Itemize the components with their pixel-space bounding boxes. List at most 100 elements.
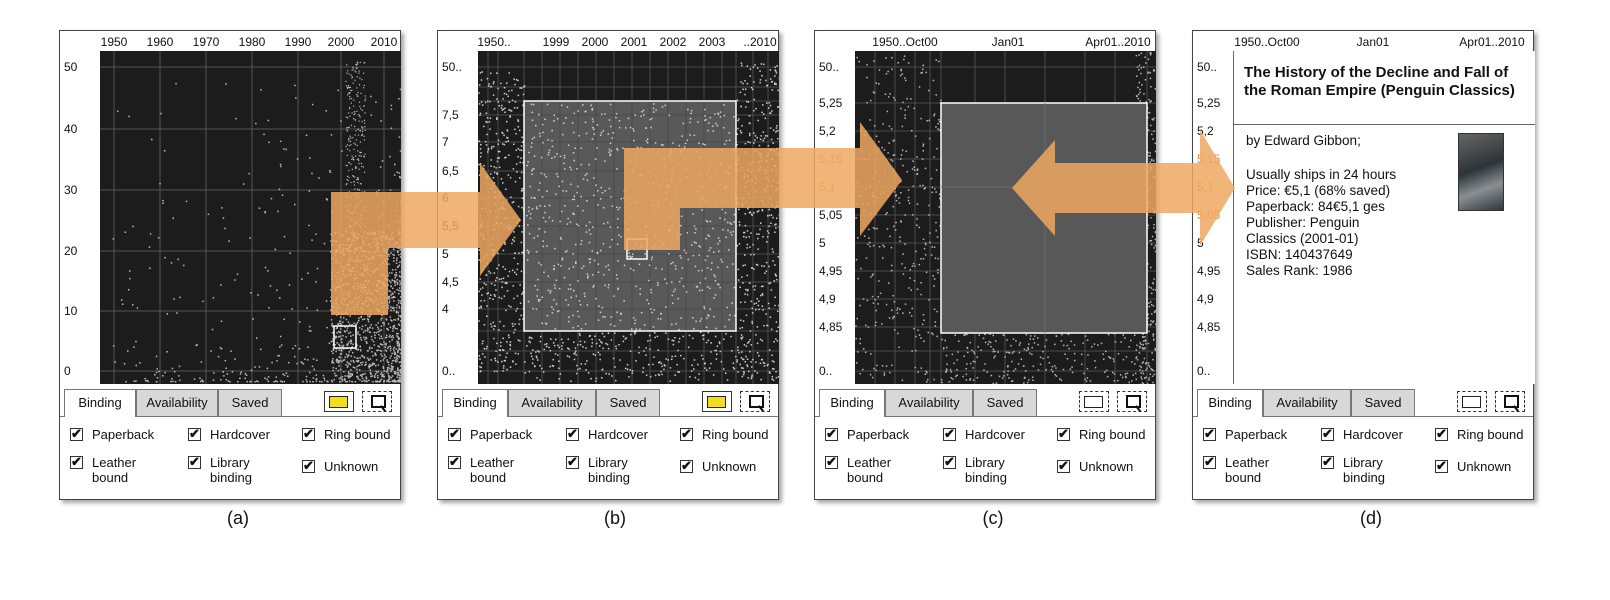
data-point	[382, 359, 384, 361]
data-point	[384, 343, 386, 345]
data-point	[1141, 378, 1143, 380]
data-point	[339, 353, 342, 355]
x-tick: Apr01..2010	[1085, 35, 1151, 49]
data-point	[671, 294, 673, 297]
data-point	[718, 342, 721, 345]
data-point	[627, 255, 630, 258]
data-point	[705, 237, 707, 240]
data-point	[680, 354, 682, 357]
tab-availability[interactable]: Availability	[1263, 389, 1351, 416]
book-cover-image[interactable]	[1458, 133, 1504, 211]
zoom-tool[interactable]	[1117, 391, 1147, 412]
tab-binding[interactable]: Binding	[64, 389, 136, 417]
scatterplot[interactable]	[478, 51, 779, 384]
scatterplot[interactable]	[855, 51, 1156, 384]
data-point	[551, 219, 554, 222]
zoom-tool[interactable]	[740, 391, 770, 412]
data-point	[348, 85, 350, 87]
data-point	[534, 285, 536, 287]
rectangle-select-tool[interactable]	[324, 391, 354, 412]
rectangle-select-tool[interactable]	[1457, 391, 1487, 412]
data-point	[363, 72, 365, 74]
data-point	[481, 294, 483, 296]
tab-binding[interactable]: Binding	[442, 389, 508, 417]
tab-saved[interactable]: Saved	[596, 389, 660, 416]
scatterplot[interactable]	[100, 51, 401, 384]
tab-availability[interactable]: Availability	[136, 389, 218, 416]
data-point	[777, 89, 779, 92]
data-point	[1145, 101, 1147, 103]
data-point	[725, 140, 728, 142]
data-point	[322, 374, 325, 377]
data-point	[518, 323, 520, 325]
data-point	[364, 126, 366, 128]
data-point	[582, 346, 584, 348]
tab-saved[interactable]: Saved	[973, 389, 1037, 416]
data-point	[769, 282, 772, 284]
data-point	[392, 359, 394, 362]
data-point	[977, 346, 979, 348]
data-point	[859, 338, 861, 340]
data-point	[770, 185, 772, 187]
tab-saved[interactable]: Saved	[1351, 389, 1415, 416]
data-point	[506, 129, 509, 131]
data-point	[352, 286, 354, 288]
data-point	[502, 367, 505, 369]
data-point	[495, 350, 497, 352]
tab-binding[interactable]: Binding	[819, 389, 885, 417]
data-point	[860, 150, 862, 152]
data-point	[133, 380, 136, 382]
data-point	[311, 365, 314, 368]
zoom-tool[interactable]	[1495, 391, 1525, 412]
data-point	[1148, 377, 1150, 379]
data-point	[980, 349, 982, 351]
data-point	[1154, 175, 1156, 177]
data-point	[946, 363, 948, 365]
y-tick: 50..	[1197, 60, 1218, 74]
data-point	[906, 97, 908, 100]
data-point	[332, 358, 334, 360]
data-point	[705, 341, 708, 344]
data-point	[374, 380, 377, 382]
tab-saved[interactable]: Saved	[218, 389, 282, 416]
data-point	[1018, 351, 1021, 354]
zoom-tool[interactable]	[362, 391, 392, 412]
data-point	[518, 252, 520, 254]
data-point	[356, 303, 358, 306]
data-point	[547, 139, 549, 141]
data-point	[393, 379, 395, 381]
data-point	[490, 325, 493, 328]
data-point	[361, 273, 363, 275]
data-point	[609, 154, 611, 157]
data-point	[766, 186, 769, 188]
data-point	[316, 359, 318, 361]
tab-availability[interactable]: Availability	[508, 389, 596, 416]
rectangle-select-tool[interactable]	[1079, 391, 1109, 412]
data-point	[1131, 361, 1133, 363]
data-point	[395, 262, 398, 264]
data-point	[994, 355, 996, 357]
data-point	[133, 346, 135, 348]
data-point	[336, 361, 338, 363]
tab-availability[interactable]: Availability	[885, 389, 973, 416]
data-point	[494, 202, 496, 205]
data-point	[516, 107, 519, 109]
data-point	[349, 315, 351, 317]
data-point	[869, 373, 872, 376]
data-point	[355, 195, 357, 197]
data-point	[398, 231, 400, 234]
data-point	[578, 300, 581, 302]
data-point	[351, 112, 353, 114]
data-point	[761, 339, 764, 342]
data-point	[1066, 344, 1069, 347]
data-point	[699, 282, 701, 284]
data-point	[359, 273, 361, 276]
data-point	[367, 328, 369, 331]
data-point	[892, 140, 895, 142]
rectangle-select-tool[interactable]	[702, 391, 732, 412]
data-point	[396, 279, 399, 281]
data-point	[757, 248, 759, 250]
book-title[interactable]: The History of the Decline and Fall of t…	[1244, 64, 1515, 99]
data-point	[856, 203, 859, 206]
tab-binding[interactable]: Binding	[1197, 389, 1263, 417]
